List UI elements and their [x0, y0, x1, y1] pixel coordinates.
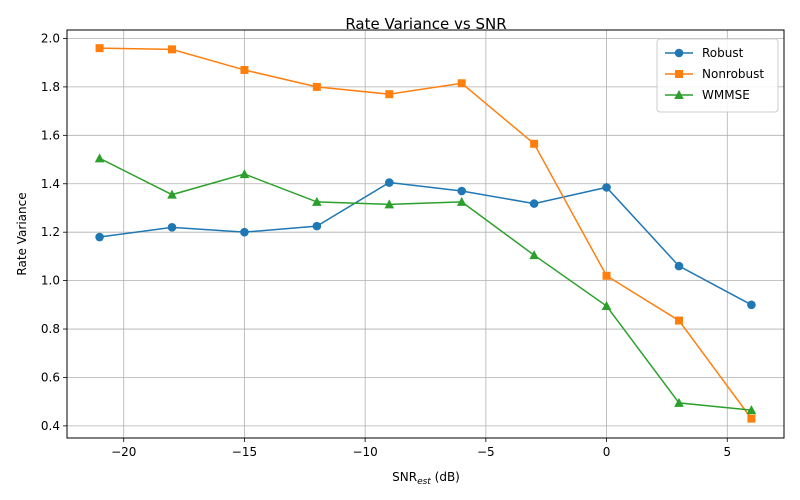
- series-robust: [95, 178, 756, 310]
- data-point-robust: [602, 183, 611, 192]
- data-point-nonrobust: [457, 79, 466, 88]
- y-tick-label: 1.8: [41, 80, 60, 94]
- legend-marker-wmmse: [674, 90, 684, 99]
- data-point-nonrobust: [240, 65, 249, 74]
- data-point-nonrobust: [747, 414, 756, 423]
- series-line-robust: [99, 181, 752, 306]
- series-wmmse: [94, 153, 757, 415]
- data-point-nonrobust: [530, 139, 539, 148]
- legend-label-wmmse: WMMSE: [702, 88, 750, 102]
- data-point-robust: [384, 178, 394, 187]
- x-tick-label: 5: [723, 445, 731, 459]
- data-point-wmmse: [746, 405, 757, 415]
- x-tick-label: −5: [477, 445, 495, 459]
- y-axis-label: Rate Variance: [15, 192, 29, 275]
- data-point-nonrobust: [312, 82, 321, 91]
- data-point-wmmse: [529, 250, 539, 260]
- data-point-robust: [529, 199, 539, 208]
- data-point-wmmse: [94, 153, 105, 163]
- x-tick-label: −20: [111, 445, 136, 459]
- plot-frame: [66, 29, 785, 439]
- y-tick-label: 2.0: [41, 31, 60, 45]
- legend-marker-robust: [674, 48, 684, 58]
- y-tick-label: 0.8: [41, 322, 60, 336]
- y-tick-label: 0.4: [41, 419, 60, 433]
- y-tick-label: 0.6: [41, 370, 60, 384]
- series-line-nonrobust: [99, 47, 753, 420]
- legend-item-nonrobust: Nonrobust: [665, 67, 764, 81]
- series-line-wmmse: [99, 157, 752, 411]
- plot-series: [94, 44, 757, 423]
- chart-title: Rate Variance vs SNR: [345, 15, 506, 33]
- data-point-robust: [312, 221, 322, 231]
- data-point-wmmse: [384, 199, 395, 209]
- grid: [67, 30, 784, 438]
- data-point-nonrobust: [674, 316, 683, 325]
- x-tick-label: 0: [603, 445, 611, 459]
- data-point-nonrobust: [602, 271, 611, 280]
- legend-label-robust: Robust: [702, 46, 744, 60]
- data-point-nonrobust: [168, 45, 177, 54]
- data-point-wmmse: [601, 301, 612, 311]
- legend-marker-nonrobust: [675, 70, 683, 78]
- legend: Robust Nonrobust WMMSE: [656, 38, 779, 113]
- series-nonrobust: [95, 44, 756, 423]
- data-point-robust: [95, 232, 104, 242]
- y-tick-label: 1.0: [41, 274, 60, 288]
- x-tick-label: −15: [232, 445, 257, 459]
- data-point-robust: [240, 227, 249, 237]
- data-point-wmmse: [456, 196, 467, 206]
- data-point-robust: [674, 261, 684, 271]
- data-point-nonrobust: [385, 90, 394, 99]
- legend-box: [656, 38, 779, 113]
- data-point-wmmse: [312, 196, 322, 206]
- data-point-nonrobust: [95, 44, 104, 53]
- data-point-robust: [167, 223, 177, 232]
- y-tick-label: 1.4: [41, 177, 60, 191]
- axis-ticks: −20 −15 −10 −5 0 5 0.4 0.6 0.8 1.0 1.2 1.4 1.6 1.8 2.0: [41, 31, 731, 459]
- legend-item-wmmse: WMMSE: [665, 88, 750, 102]
- data-point-robust: [457, 186, 467, 196]
- data-point-wmmse: [167, 189, 177, 199]
- legend-item-robust: Robust: [665, 46, 744, 60]
- x-tick-label: −10: [352, 445, 377, 459]
- data-point-robust: [747, 300, 756, 310]
- y-tick-label: 1.2: [41, 225, 60, 239]
- data-point-wmmse: [674, 397, 684, 407]
- legend-label-nonrobust: Nonrobust: [702, 67, 764, 81]
- y-tick-label: 1.6: [41, 128, 60, 142]
- data-point-wmmse: [239, 169, 250, 179]
- x-axis-label: SNRest (dB): [392, 470, 460, 487]
